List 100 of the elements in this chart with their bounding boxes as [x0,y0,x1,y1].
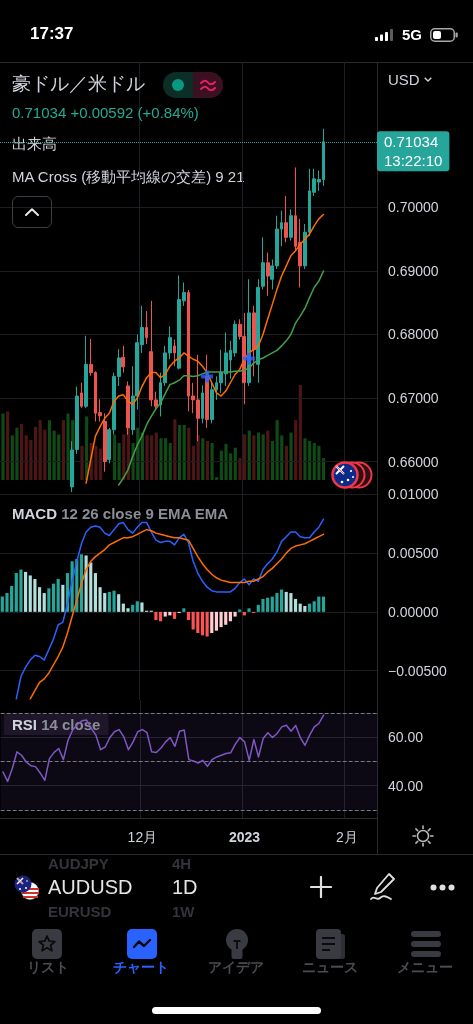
bar [205,441,209,480]
bar [112,434,117,480]
bar [52,430,56,480]
text: MACD 12 26 close 9 EMA EMA [12,505,229,522]
bar [275,420,279,480]
bar [47,588,51,612]
text: 4H [172,853,192,873]
bar [191,445,196,480]
bar [321,596,326,612]
bar [42,593,46,612]
bar [261,598,265,612]
bar [126,608,130,612]
bar [201,438,205,480]
bar [233,611,237,617]
bar [112,590,116,612]
bar [94,445,98,480]
bar [117,442,121,480]
bar [307,603,312,612]
bar [200,611,205,636]
bar [317,596,321,612]
text: 1W [172,901,195,921]
bar [20,423,24,480]
candlestick [173,339,176,367]
y-tick-label: 0.69000 [388,262,439,279]
bar [158,611,163,622]
bar [247,430,251,480]
bar [219,611,223,628]
bar [163,611,167,617]
bar [57,434,61,480]
text: メニュー [396,959,454,977]
bar [252,435,256,480]
candlestick [252,305,256,377]
bar [56,578,60,612]
text: リスト [26,959,70,977]
bar [284,591,288,612]
bar [289,432,293,480]
bar [19,569,23,612]
bar [173,419,177,480]
bar [196,611,200,634]
bar [293,598,298,612]
text: 豪ドル／米ドル [12,73,145,94]
line-series [117,270,325,486]
bar [210,442,214,480]
bar [159,438,163,480]
y-tick-label: 0.67000 [388,390,439,406]
bar [98,448,103,480]
text: EURUSD [48,901,112,921]
bar [191,611,195,630]
candlestick [266,252,270,297]
bar [275,593,279,612]
bar [298,385,302,480]
candlestick [210,382,214,424]
text: ニュース [301,959,359,977]
candlestick [256,278,260,384]
bar [182,424,186,480]
bar [298,603,302,612]
line-series [2,714,325,783]
candlestick [121,345,125,374]
candlestick [261,236,265,290]
bar [15,427,19,480]
bar [33,578,37,612]
bar [33,426,38,480]
bar [186,611,191,621]
bar [294,420,298,480]
bar [168,442,172,480]
bar [6,411,10,480]
bar [47,420,52,480]
text: アイデア [207,959,265,977]
candlestick [80,382,83,409]
y-tick-label: −0.00500 [388,662,447,679]
bar [131,604,135,612]
bar [172,611,177,619]
bar [51,583,56,612]
bar [214,611,219,631]
bar [303,605,307,612]
text: 0.71034 +0.00592 (+0.84%) [12,104,199,121]
bar [140,602,144,612]
line-series [85,213,325,484]
bar [270,441,275,480]
text: 5G [402,26,423,44]
y-tick-label: 60.00 [388,729,424,746]
candlestick [103,412,107,473]
y-tick-label: 0.00500 [388,545,439,562]
candlestick [145,310,148,345]
candlestick [84,335,88,409]
bar [210,611,214,634]
bar [24,435,28,480]
y-tick-label: 0.66000 [388,453,439,470]
y-tick-label: 0.70000 [388,199,439,216]
y-tick-label: 40.00 [388,777,424,794]
x-tick-label: 12月 [127,829,158,845]
bar [224,443,228,480]
bar [1,413,5,480]
bar [145,435,149,480]
x-tick-label: 2023 [229,829,261,845]
y-axis-title: USD [388,71,420,88]
text: 1D [172,875,198,899]
text: チャート [112,959,170,977]
bar [24,571,28,612]
bar [284,445,288,480]
